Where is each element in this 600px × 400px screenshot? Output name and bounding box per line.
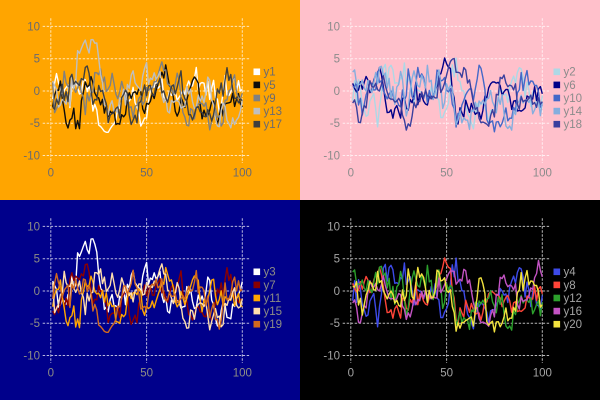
svg-text:10: 10 (27, 221, 40, 233)
svg-text:-5: -5 (30, 318, 40, 330)
svg-text:100: 100 (533, 168, 552, 180)
svg-text:0: 0 (48, 168, 54, 180)
svg-text:50: 50 (440, 168, 453, 180)
svg-text:-10: -10 (323, 150, 340, 162)
svg-text:0: 0 (334, 286, 340, 298)
svg-text:5: 5 (34, 54, 40, 66)
svg-text:y4: y4 (564, 267, 577, 279)
svg-text:y15: y15 (264, 306, 283, 318)
svg-text:y10: y10 (564, 93, 583, 105)
svg-text:y12: y12 (564, 293, 583, 305)
svg-text:100: 100 (233, 168, 252, 180)
svg-text:y9: y9 (264, 93, 276, 105)
svg-text:y14: y14 (564, 106, 583, 118)
svg-text:y8: y8 (564, 280, 576, 292)
svg-text:y17: y17 (264, 119, 283, 131)
svg-text:0: 0 (48, 368, 54, 380)
svg-text:y1: y1 (264, 67, 276, 79)
svg-text:-10: -10 (323, 350, 340, 362)
svg-text:y18: y18 (564, 119, 583, 131)
svg-text:y19: y19 (264, 319, 283, 331)
svg-text:-10: -10 (23, 350, 40, 362)
svg-text:-10: -10 (23, 150, 40, 162)
svg-text:-5: -5 (330, 118, 340, 130)
svg-text:y2: y2 (564, 67, 576, 79)
svg-text:y11: y11 (264, 293, 282, 305)
svg-text:-5: -5 (330, 318, 340, 330)
svg-text:y16: y16 (564, 306, 583, 318)
svg-text:5: 5 (334, 54, 340, 66)
svg-text:100: 100 (533, 368, 552, 380)
svg-text:50: 50 (140, 168, 153, 180)
svg-text:y6: y6 (564, 80, 576, 92)
svg-text:50: 50 (140, 368, 153, 380)
svg-text:y5: y5 (264, 80, 276, 92)
svg-text:10: 10 (327, 221, 340, 233)
svg-text:y7: y7 (264, 280, 276, 292)
svg-text:y20: y20 (564, 319, 583, 331)
svg-text:y13: y13 (264, 106, 283, 118)
svg-text:5: 5 (34, 254, 40, 266)
svg-text:5: 5 (334, 254, 340, 266)
svg-text:10: 10 (327, 21, 340, 33)
svg-text:10: 10 (27, 21, 40, 33)
svg-text:y3: y3 (264, 267, 276, 279)
svg-text:0: 0 (34, 86, 40, 98)
svg-text:50: 50 (440, 368, 453, 380)
svg-text:0: 0 (348, 168, 354, 180)
svg-text:100: 100 (233, 368, 252, 380)
svg-text:0: 0 (334, 86, 340, 98)
svg-text:0: 0 (348, 368, 354, 380)
svg-text:-5: -5 (30, 118, 40, 130)
svg-text:0: 0 (34, 286, 40, 298)
